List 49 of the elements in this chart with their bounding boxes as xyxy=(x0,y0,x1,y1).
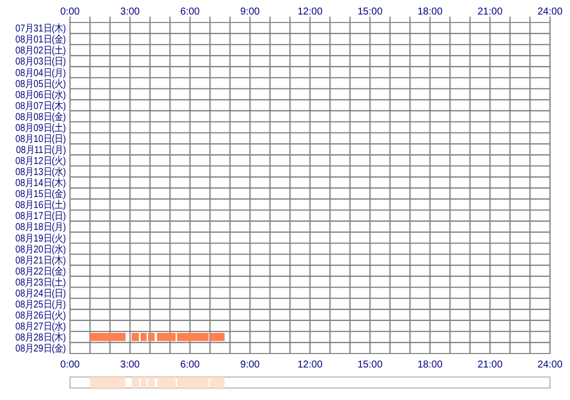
y-tick-label: 08月02日(土) xyxy=(15,44,66,56)
y-tick-label: 08月01日(金) xyxy=(15,33,66,45)
y-tick-label: 08月20日(水) xyxy=(15,242,66,254)
y-tick-label: 08月09日(土) xyxy=(15,121,66,134)
x2-tick-label: 9:00 xyxy=(240,360,260,370)
y-tick-label: 08月19日(火) xyxy=(15,232,66,244)
y-tick-label: 08月11日(月) xyxy=(16,143,66,156)
x2-tick-label: 6:00 xyxy=(180,360,200,370)
y-tick-label: 08月26日(火) xyxy=(15,308,66,321)
y-tick-label: 08月06日(水) xyxy=(15,88,66,100)
x-tick-label: 6:00 xyxy=(180,6,200,18)
y-tick-label: 08月03日(日) xyxy=(15,55,66,67)
y-tick-label: 08月10日(日) xyxy=(15,132,66,144)
y-tick-label: 08月27日(水) xyxy=(15,320,66,332)
x-tick-label: 18:00 xyxy=(417,6,443,18)
y-tick-label: 08月21日(木) xyxy=(15,254,66,266)
y-tick-label: 08月07日(木) xyxy=(15,99,66,111)
x2-tick-label: 0:00 xyxy=(60,360,80,370)
y-tick-label: 08月23日(土) xyxy=(15,276,66,288)
x-tick-label: 21:00 xyxy=(477,6,503,18)
y-tick-label: 08月16日(土) xyxy=(15,198,66,210)
x2-tick-label: 12:00 xyxy=(297,360,323,370)
y-tick-label: 08月18日(月) xyxy=(15,220,66,232)
y-tick-label: 08月14日(木) xyxy=(15,176,66,188)
x-tick-label: 12:00 xyxy=(297,6,323,18)
x-tick-label: 24:00 xyxy=(537,6,563,18)
y-tick-label: 08月15日(金) xyxy=(15,188,66,200)
y-tick-label: 08月04日(月) xyxy=(15,66,66,78)
y-tick-label: 08月29日(金) xyxy=(15,342,66,354)
y-tick-label: 08月08日(金) xyxy=(15,110,66,122)
x2-tick-label: 3:00 xyxy=(120,360,140,370)
x-tick-label: 9:00 xyxy=(240,6,260,18)
x2-tick-label: 15:00 xyxy=(357,360,383,370)
y-tick-label: 08月22日(金) xyxy=(15,264,66,276)
y-tick-label: 08月17日(日) xyxy=(15,210,66,222)
x2-tick-label: 21:00 xyxy=(477,360,503,370)
x2-tick-label: 18:00 xyxy=(417,360,443,370)
x2-tick-label: 24:00 xyxy=(537,360,563,370)
y-tick-label: 07月31日(木) xyxy=(15,22,66,34)
x-tick-label: 0:00 xyxy=(60,6,80,18)
x-tick-label: 15:00 xyxy=(357,6,383,18)
y-tick-label: 08月05日(火) xyxy=(15,77,66,89)
y-tick-label: 08月28日(木) xyxy=(15,330,66,343)
y-tick-label: 08月12日(火) xyxy=(15,154,66,166)
y-tick-label: 08月24日(日) xyxy=(15,286,66,299)
x-tick-label: 3:00 xyxy=(120,6,140,18)
bar xyxy=(90,377,126,388)
y-tick-label: 08月13日(水) xyxy=(15,165,66,178)
y-tick-label: 08月25日(月) xyxy=(15,298,66,310)
